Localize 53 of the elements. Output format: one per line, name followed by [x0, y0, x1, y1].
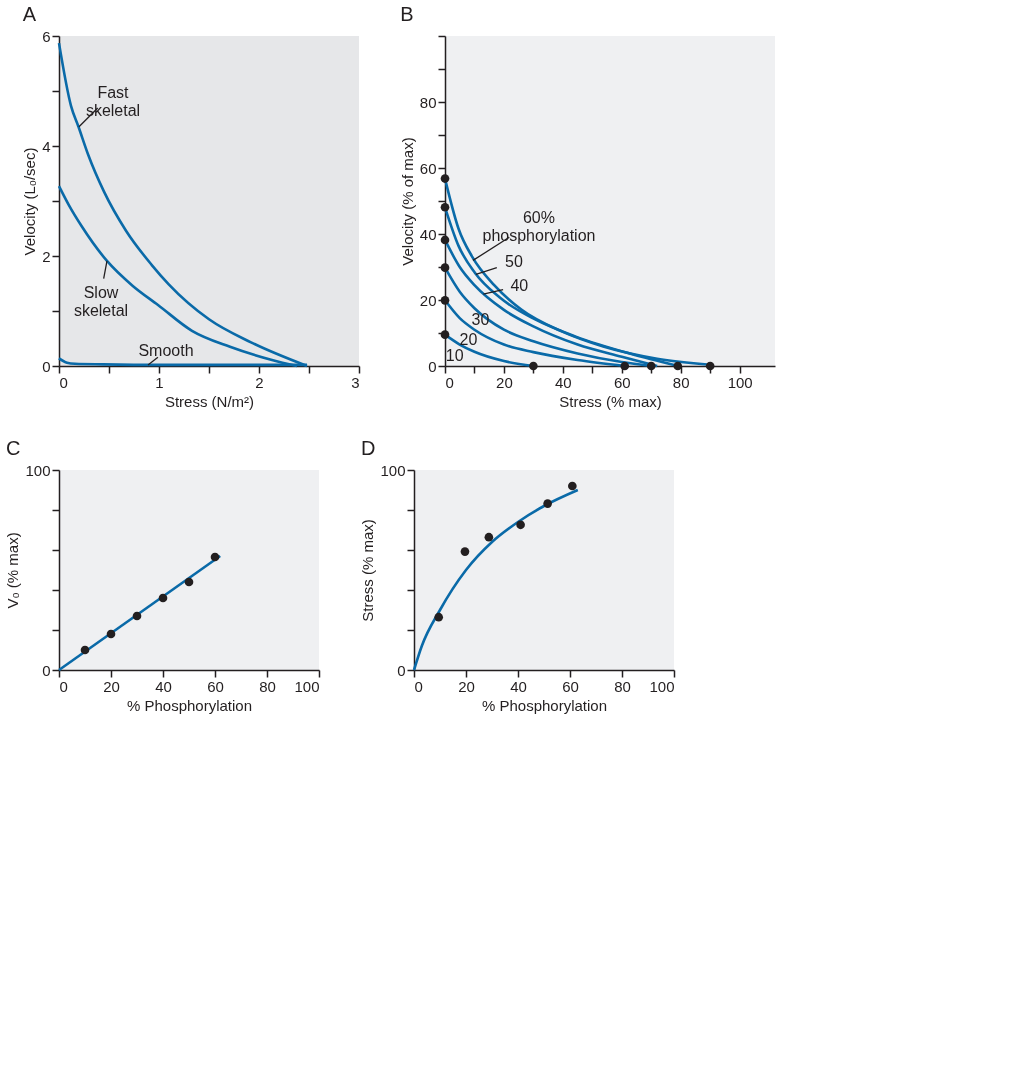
x-tick-label: 20 [496, 373, 513, 391]
y-tick-label: 100 [25, 461, 51, 479]
x-tick-label: 40 [510, 677, 527, 695]
y-tick-label: 20 [419, 291, 437, 309]
y-tick-label: 0 [42, 357, 51, 375]
y-tick-label: 40 [419, 225, 437, 243]
y-axis-title: Velocity (% of max) [398, 137, 416, 266]
chart-title: B [400, 3, 414, 25]
x-tick-label: 40 [555, 373, 572, 391]
annotation: Fast skeletal [85, 83, 141, 119]
y-tick-label: 4 [42, 137, 51, 155]
x-tick-label: 3 [351, 373, 360, 391]
annotation: 40 [510, 277, 529, 295]
x-tick-label: 100 [294, 677, 320, 695]
x-tick-label: 80 [614, 677, 631, 695]
x-tick-label: 60 [207, 677, 224, 695]
x-tick-label: 0 [59, 677, 68, 695]
x-axis-title: % Phosphorylation [481, 696, 608, 714]
y-axis-title: V₀ (% max) [4, 532, 22, 609]
x-tick-label: 1 [155, 373, 164, 391]
y-tick-label: 0 [428, 357, 437, 375]
x-tick-label: 100 [649, 677, 675, 695]
annotation: 60% phosphorylation [482, 209, 596, 245]
x-axis-title: Stress (% max) [559, 392, 662, 410]
x-axis-title: Stress (N/m²) [164, 392, 255, 410]
annotation: Slow skeletal [73, 283, 129, 319]
chart-title: C [5, 437, 21, 459]
x-tick-label: 2 [255, 373, 264, 391]
x-tick-label: 20 [458, 677, 475, 695]
annotation: 30 [471, 311, 490, 329]
annotation: 10 [445, 346, 464, 364]
x-tick-label: 60 [613, 373, 631, 391]
chart-title: A [22, 3, 37, 25]
y-tick-label: 6 [42, 27, 51, 45]
x-tick-label: 0 [445, 373, 454, 391]
x-tick-label: 80 [259, 677, 276, 695]
x-tick-label: 60 [562, 677, 579, 695]
x-tick-label: 40 [155, 677, 172, 695]
annotation: Smooth [138, 341, 194, 359]
x-axis-title: % Phosphorylation [126, 696, 253, 714]
x-tick-label: 0 [59, 373, 68, 391]
y-tick-label: 80 [419, 93, 437, 111]
x-tick-label: 100 [727, 373, 753, 391]
annotation: 50 [505, 253, 523, 271]
y-axis-title: Stress (% max) [359, 519, 377, 622]
annotation: 20 [459, 330, 478, 348]
x-tick-label: 20 [103, 677, 120, 695]
x-tick-label: 80 [672, 373, 690, 391]
chart-title: D [360, 437, 376, 459]
y-tick-label: 2 [42, 247, 51, 265]
y-tick-label: 60 [419, 159, 437, 177]
y-tick-label: 0 [42, 661, 51, 679]
y-axis-title: Velocity (L₀/sec) [21, 147, 39, 256]
